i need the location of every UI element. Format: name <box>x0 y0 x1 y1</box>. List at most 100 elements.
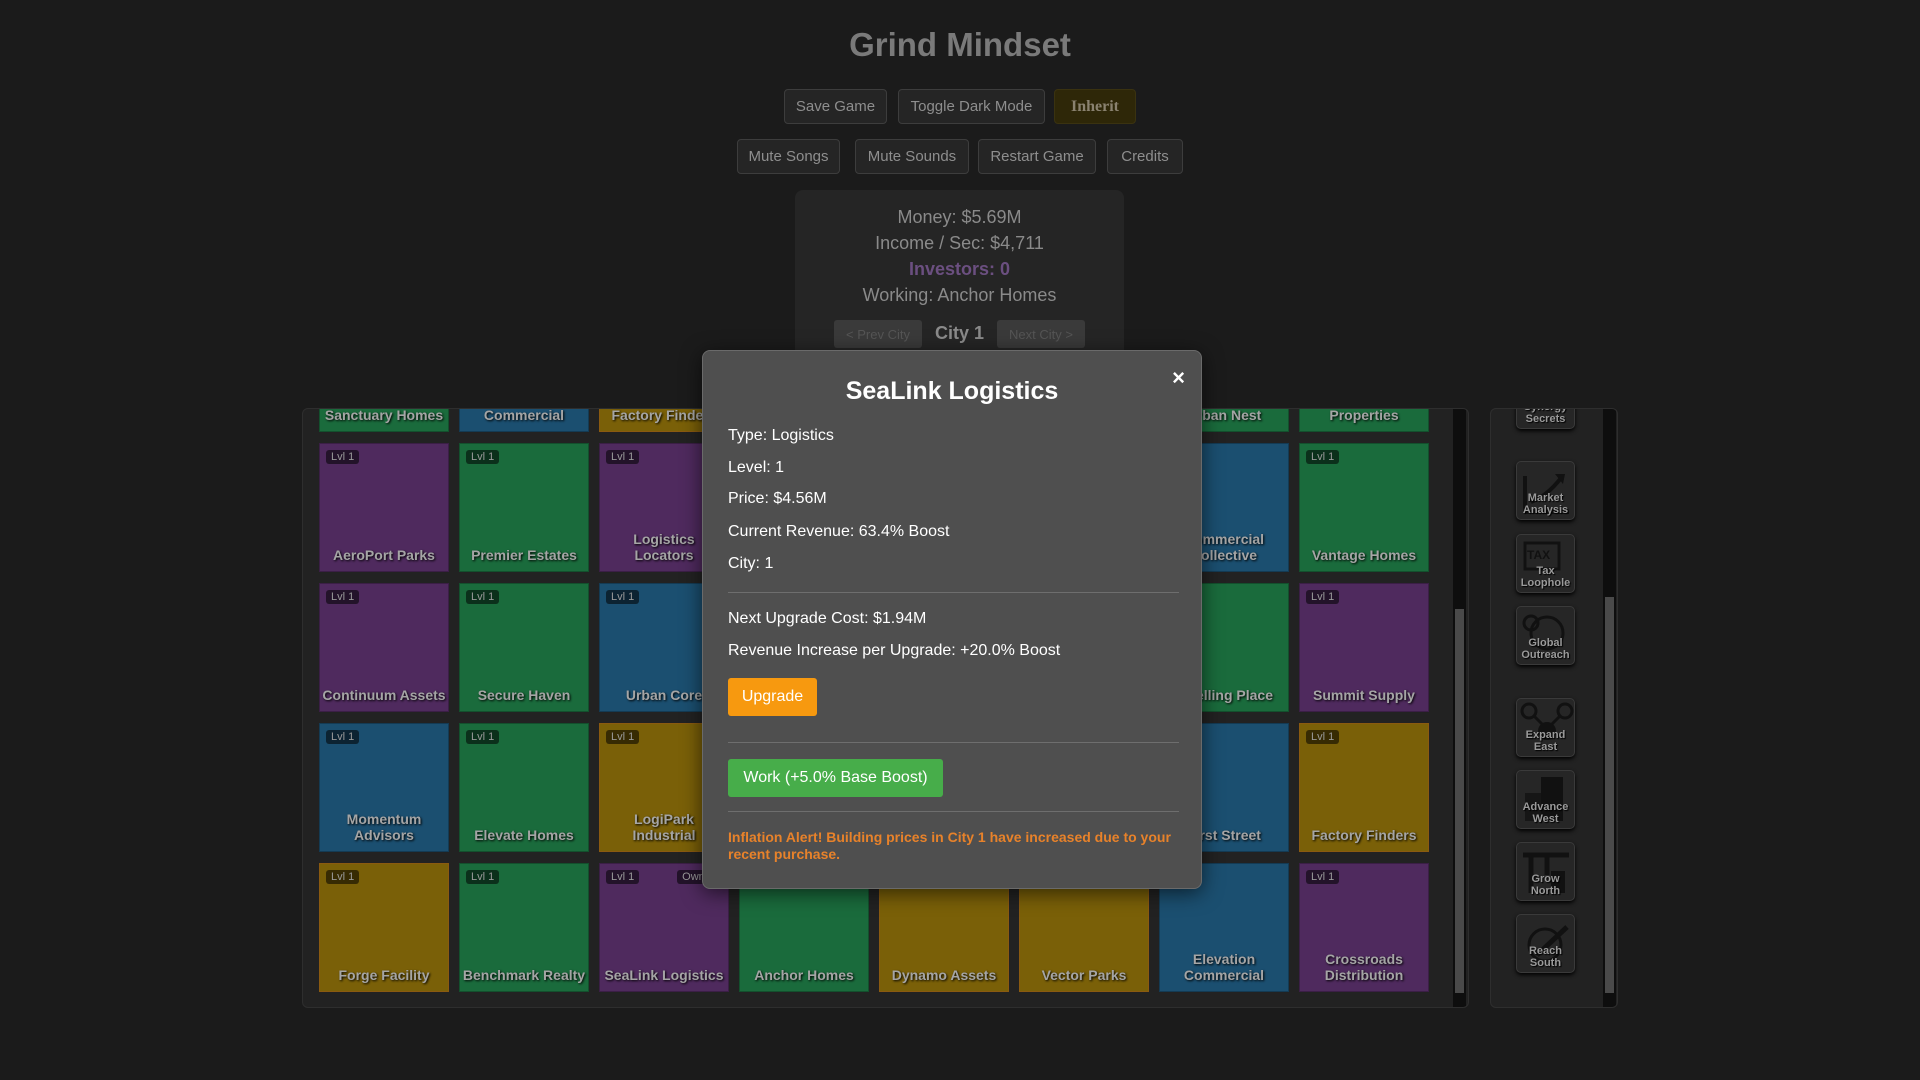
building-tile[interactable]: Lvl 1 AeroPort Parks <box>319 443 449 572</box>
building-name: Logistics Locators <box>633 531 695 563</box>
building-tile[interactable]: Sanctuary Homes <box>319 408 449 432</box>
level-badge: Lvl 1 <box>326 590 360 604</box>
mute-sounds-button[interactable]: Mute Sounds <box>855 139 969 174</box>
upgrades-scrollbar-thumb[interactable] <box>1605 597 1614 993</box>
building-name: Vector Parks <box>1041 967 1127 983</box>
level-badge: Lvl 1 <box>1306 870 1340 884</box>
toggle-dark-mode-button[interactable]: Toggle Dark Mode <box>898 89 1045 124</box>
plane-globe-icon <box>1527 925 1569 963</box>
upgrades-panel: Synergy Secrets Market Analysis TAX Tax Loo… <box>1490 408 1618 1008</box>
building-type: Type: Logistics <box>728 427 834 444</box>
globe-icon <box>1522 614 1565 651</box>
level-badge: Lvl 1 <box>606 590 640 604</box>
building-tile[interactable]: Lvl 1 Crossroads Distribution <box>1299 863 1429 992</box>
upgrade-tax-loophole[interactable]: TAX Tax Loophole <box>1516 534 1575 593</box>
building-tile[interactable]: Elevation Commercial <box>1159 863 1289 992</box>
building-name: Elevation Commercial <box>1183 951 1265 983</box>
building-name: Vantage Homes <box>1311 547 1417 563</box>
building-tile[interactable]: Lvl 1 Summit Supply <box>1299 583 1429 712</box>
network-icon <box>1520 702 1574 740</box>
divider <box>728 592 1179 593</box>
upgrade-label: Synergy Secrets <box>1524 409 1567 425</box>
building-name: Premier Estates <box>471 547 577 563</box>
next-upgrade-cost: Next Upgrade Cost: $1.94M <box>728 610 927 627</box>
building-tile[interactable]: Lvl 1 Secure Haven <box>459 583 589 712</box>
city-label: City 1 <box>934 323 985 343</box>
level-badge: Lvl 1 <box>326 870 360 884</box>
level-badge: Lvl 1 <box>466 590 500 604</box>
grid-scrollbar-thumb[interactable] <box>1455 609 1464 993</box>
building-tile[interactable]: Lvl 1 Elevate Homes <box>459 723 589 852</box>
investors-display: Investors: 0 <box>908 259 1011 279</box>
close-icon[interactable]: × <box>1172 365 1185 390</box>
upgrade-label: Market Analysis <box>1522 492 1569 516</box>
level-badge: Lvl 1 <box>466 870 500 884</box>
svg-text:TAX: TAX <box>1527 548 1550 562</box>
building-name: Factory Finders <box>1311 827 1417 843</box>
building-modal: SeaLink Logistics × Type: Logistics Leve… <box>702 350 1202 889</box>
building-tile[interactable]: Commercial <box>459 408 589 432</box>
building-tile[interactable]: Properties <box>1299 409 1429 432</box>
upgrades-scrollbar[interactable] <box>1603 409 1616 1007</box>
building-name: LogiPark Industrial <box>632 811 696 843</box>
upgrade-synergy-secrets[interactable]: Synergy Secrets <box>1516 409 1575 429</box>
mute-songs-button[interactable]: Mute Songs <box>737 139 840 174</box>
building-name: Urban Nest <box>1186 408 1262 423</box>
inherit-button[interactable]: Inherit <box>1054 89 1136 124</box>
upgrade-label: Global Outreach <box>1521 637 1570 661</box>
upgrade-button[interactable]: Upgrade <box>728 678 817 716</box>
building-tile[interactable]: Lvl 1 Vantage Homes <box>1299 443 1429 572</box>
upgrade-grow-north[interactable]: Grow North <box>1516 842 1575 901</box>
working-display: Working: Anchor Homes <box>862 285 1057 305</box>
building-tile[interactable]: Lvl 1 Benchmark Realty <box>459 863 589 992</box>
crane-icon <box>1523 852 1569 893</box>
stats-panel: Money: $5.69M Income / Sec: $4,711 Inves… <box>795 190 1124 360</box>
building-name: Benchmark Realty <box>462 967 586 983</box>
building-name: Factory Finders <box>611 408 717 423</box>
level-badge: Lvl 1 <box>466 450 500 464</box>
building-tile[interactable]: Lvl 1 Continuum Assets <box>319 583 449 712</box>
restart-game-button[interactable]: Restart Game <box>978 139 1096 174</box>
building-tile[interactable]: Lvl 1 Forge Facility <box>319 863 449 992</box>
inflation-alert: Inflation Alert! Building prices in City… <box>728 829 1171 862</box>
building-name: SeaLink Logistics <box>604 967 724 983</box>
building-name: First Street <box>1187 827 1261 843</box>
income-display: Income / Sec: $4,711 <box>875 233 1044 253</box>
level-badge: Lvl 1 <box>1306 730 1340 744</box>
credits-button[interactable]: Credits <box>1107 139 1183 174</box>
work-button[interactable]: Work (+5.0% Base Boost) <box>728 759 943 797</box>
building-name: AeroPort Parks <box>333 547 435 563</box>
level-badge: Lvl 1 <box>606 730 640 744</box>
next-city-button[interactable]: Next City > <box>997 320 1085 348</box>
upgrade-global-outreach[interactable]: Global Outreach <box>1516 606 1575 665</box>
building-name: Secure Haven <box>477 687 571 703</box>
building-name: Sanctuary Homes <box>324 408 444 423</box>
divider <box>728 811 1179 812</box>
upgrade-reach-south[interactable]: Reach South <box>1516 914 1575 973</box>
building-tile[interactable]: Lvl 1 Factory Finders <box>1299 723 1429 852</box>
building-name: Continuum Assets <box>322 687 446 703</box>
modal-title: SeaLink Logistics <box>845 377 1059 405</box>
level-badge: Lvl 1 <box>606 870 640 884</box>
building-tile[interactable]: Lvl 1 Momentum Advisors <box>319 723 449 852</box>
chart-up-icon <box>1523 474 1569 514</box>
money-display: Money: $5.69M <box>897 207 1022 227</box>
save-game-button[interactable]: Save Game <box>784 89 887 124</box>
upgrade-expand-east[interactable]: Expand East <box>1516 698 1575 757</box>
level-badge: Lvl 1 <box>326 450 360 464</box>
building-name: Summit Supply <box>1313 687 1415 703</box>
building-level: Level: 1 <box>728 459 785 476</box>
grid-scrollbar[interactable] <box>1453 409 1466 1007</box>
upgrade-market-analysis[interactable]: Market Analysis <box>1516 461 1575 520</box>
tax-scissors-icon: TAX <box>1523 541 1561 571</box>
building-tile[interactable]: Lvl 1 Premier Estates <box>459 443 589 572</box>
upgrade-label: Reach South <box>1528 945 1563 969</box>
building-name: Forge Facility <box>338 967 430 983</box>
building-tile[interactable]: Factory Finders <box>599 408 729 432</box>
building-name: Commercial <box>483 408 565 423</box>
prev-city-button[interactable]: < Prev City <box>834 320 922 348</box>
upgrade-advance-west[interactable]: Advance West <box>1516 770 1575 829</box>
building-name: Dynamo Assets <box>891 967 997 983</box>
buildings-icon <box>1525 777 1563 821</box>
building-name: Commercial Collective <box>1183 531 1265 563</box>
